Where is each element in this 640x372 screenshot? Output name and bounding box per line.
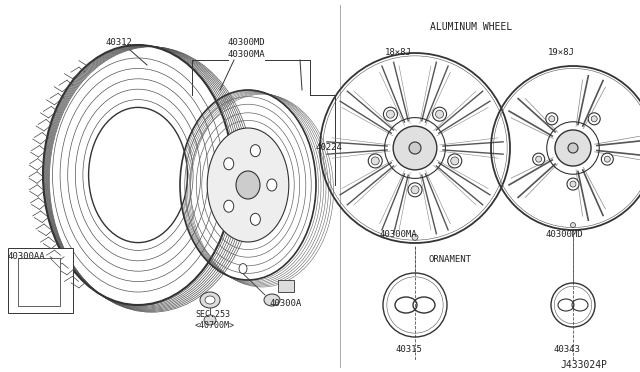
Circle shape [588, 113, 600, 125]
Circle shape [591, 116, 597, 122]
Circle shape [436, 110, 444, 118]
Circle shape [548, 116, 555, 122]
Circle shape [555, 130, 591, 166]
Ellipse shape [264, 294, 280, 306]
Circle shape [387, 110, 394, 118]
Ellipse shape [205, 296, 215, 304]
Circle shape [383, 107, 397, 121]
Text: 40300MA: 40300MA [380, 230, 418, 239]
Text: ALUMINUM WHEEL: ALUMINUM WHEEL [430, 22, 512, 32]
Bar [18, 258, 60, 306]
Circle shape [412, 234, 418, 240]
Circle shape [408, 183, 422, 197]
Circle shape [433, 107, 447, 121]
Text: J433024P: J433024P [560, 360, 607, 370]
Circle shape [570, 181, 576, 187]
Circle shape [371, 157, 380, 165]
Circle shape [568, 143, 578, 153]
Circle shape [546, 113, 558, 125]
Text: 40300MD: 40300MD [545, 230, 582, 239]
Ellipse shape [239, 264, 247, 273]
Circle shape [451, 157, 459, 165]
Circle shape [532, 153, 545, 165]
Circle shape [393, 126, 437, 170]
Bar [8, 248, 73, 313]
Ellipse shape [224, 200, 234, 212]
Text: ORNAMENT: ORNAMENT [429, 255, 472, 264]
Ellipse shape [250, 145, 260, 157]
Text: 18×8J: 18×8J [385, 48, 412, 57]
Circle shape [536, 156, 541, 162]
Text: 19×8J: 19×8J [548, 48, 575, 57]
Text: 40300A: 40300A [270, 299, 302, 308]
Circle shape [411, 186, 419, 194]
Ellipse shape [224, 158, 234, 170]
Text: SEC.253: SEC.253 [195, 310, 230, 319]
Circle shape [448, 154, 461, 168]
Circle shape [604, 156, 611, 162]
Circle shape [409, 142, 421, 154]
Text: 40300MD: 40300MD [228, 38, 266, 47]
Circle shape [570, 222, 575, 228]
Circle shape [567, 178, 579, 190]
Ellipse shape [200, 292, 220, 308]
Ellipse shape [88, 108, 188, 243]
Text: 40343: 40343 [553, 345, 580, 354]
Text: 40300AA: 40300AA [8, 252, 45, 261]
Circle shape [368, 154, 382, 168]
Text: 40224: 40224 [316, 143, 343, 152]
Ellipse shape [204, 315, 216, 325]
Bar [278, 280, 294, 292]
Text: 40312: 40312 [106, 38, 133, 47]
Ellipse shape [250, 213, 260, 225]
Circle shape [602, 153, 613, 165]
Text: 40315: 40315 [395, 345, 422, 354]
Ellipse shape [207, 128, 289, 242]
Text: <40700M>: <40700M> [195, 321, 235, 330]
Ellipse shape [236, 171, 260, 199]
Text: 40300MA: 40300MA [228, 50, 266, 59]
Ellipse shape [267, 179, 277, 191]
